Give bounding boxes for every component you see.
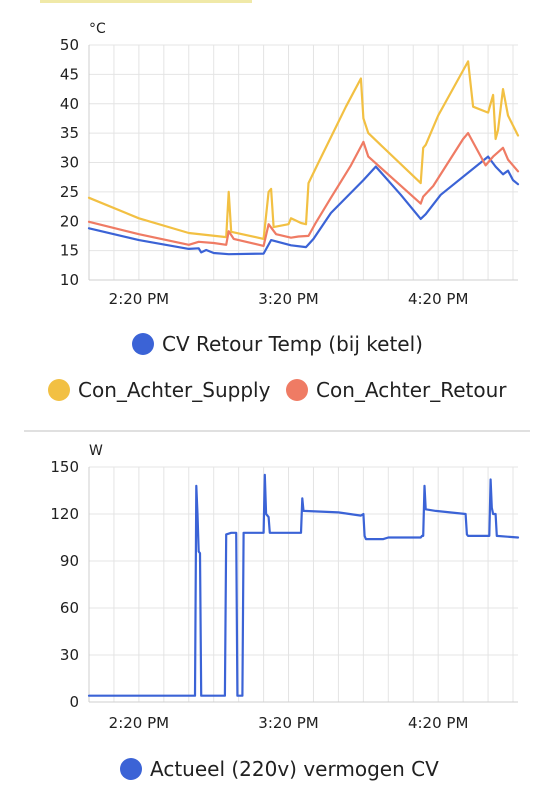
x-tick-label: 2:20 PM	[109, 714, 169, 732]
legend-item-actueel[interactable]: Actueel (220v) vermogen CV	[120, 757, 439, 781]
legend-dot-blue-icon	[132, 333, 154, 355]
y-tick-label: 120	[50, 505, 79, 523]
unit-label: W	[89, 443, 103, 459]
series-line-0	[87, 155, 520, 256]
y-tick-label: 60	[60, 599, 79, 617]
y-tick-label: 0	[69, 693, 79, 711]
legend-dot-blue-icon	[120, 758, 142, 780]
y-tick-label: 45	[60, 65, 79, 83]
y-tick-label: 150	[50, 458, 79, 476]
x-tick-label: 3:20 PM	[258, 290, 318, 308]
section-divider	[24, 430, 530, 432]
temperature-chart: °C 10 15 20 25 30 35 40 45 50 2:20 PM 3:20 PM 4:20 P…	[60, 21, 520, 308]
x-tick-label: 4:20 PM	[408, 714, 468, 732]
legend-item-cv-retour[interactable]: CV Retour Temp (bij ketel)	[132, 332, 423, 356]
legend-label: Con_Achter_Retour	[316, 378, 507, 402]
y-tick-label: 20	[60, 212, 79, 230]
y-tick-label: 25	[60, 183, 79, 201]
x-tick-label: 2:20 PM	[109, 290, 169, 308]
power-chart: W 0 30 60 90 120 150 2:20 PM 3:20 PM 4:20 PM	[50, 443, 520, 732]
legend-label: CV Retour Temp (bij ketel)	[162, 332, 423, 356]
y-tick-label: 40	[60, 95, 79, 113]
top-accent-bar	[40, 0, 252, 3]
x-tick-label: 3:20 PM	[258, 714, 318, 732]
y-tick-label: 35	[60, 124, 79, 142]
y-tick-label: 15	[60, 242, 79, 260]
legend-label: Actueel (220v) vermogen CV	[150, 757, 439, 781]
series-line-1	[87, 60, 520, 240]
legend-item-supply[interactable]: Con_Achter_Supply	[48, 378, 270, 402]
y-tick-label: 50	[60, 36, 79, 54]
y-tick-label: 30	[60, 154, 79, 172]
legend-dot-red-icon	[286, 379, 308, 401]
y-tick-label: 30	[60, 646, 79, 664]
series-line-0	[87, 473, 520, 697]
legend-dot-yellow-icon	[48, 379, 70, 401]
x-tick-label: 4:20 PM	[408, 290, 468, 308]
series-line-2	[87, 132, 520, 247]
y-tick-label: 10	[60, 271, 79, 289]
legend-label: Con_Achter_Supply	[78, 378, 271, 402]
unit-label: °C	[89, 21, 106, 37]
legend-item-retour[interactable]: Con_Achter_Retour	[286, 378, 507, 402]
y-tick-label: 90	[60, 552, 79, 570]
